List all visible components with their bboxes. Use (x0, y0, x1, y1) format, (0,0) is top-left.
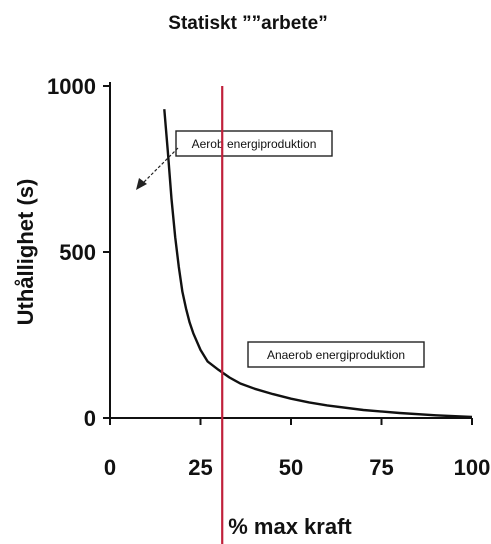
annotation-aerob-label: Aerob energiproduktion (192, 137, 317, 151)
annotation-aerob-arrow (139, 147, 179, 187)
series-curve (163, 109, 473, 419)
arrow-head-icon (136, 178, 147, 190)
y-tick-label: 1000 (47, 74, 96, 99)
x-tick-label: 75 (369, 455, 393, 480)
x-tick-label: 0 (104, 455, 116, 480)
x-tick-label: 25 (188, 455, 212, 480)
annotation-anaerob-label: Anaerob energiproduktion (267, 348, 405, 362)
y-tick-label: 500 (59, 240, 96, 265)
annotation-anaerob-box (247, 341, 425, 368)
annotation-anaerob: Anaerob energiproduktion (247, 341, 425, 368)
y-tick-label: 0 (84, 406, 96, 431)
y-ticks: 0 500 1000 (47, 74, 110, 431)
annotation-aerob-box (175, 130, 333, 157)
x-tick-label: 50 (279, 455, 303, 480)
annotations: Aerob energiproduktion Anaerob energipro… (136, 130, 425, 368)
annotation-aerob: Aerob energiproduktion (136, 130, 333, 190)
y-axis-label: Uthållighet (s) (13, 179, 38, 326)
x-ticks: 0 25 50 75 100 (104, 418, 490, 480)
x-axis-label: % max kraft (228, 514, 352, 539)
chart-title: Statiskt ””arbete” (168, 13, 327, 34)
x-tick-label: 100 (454, 455, 491, 480)
